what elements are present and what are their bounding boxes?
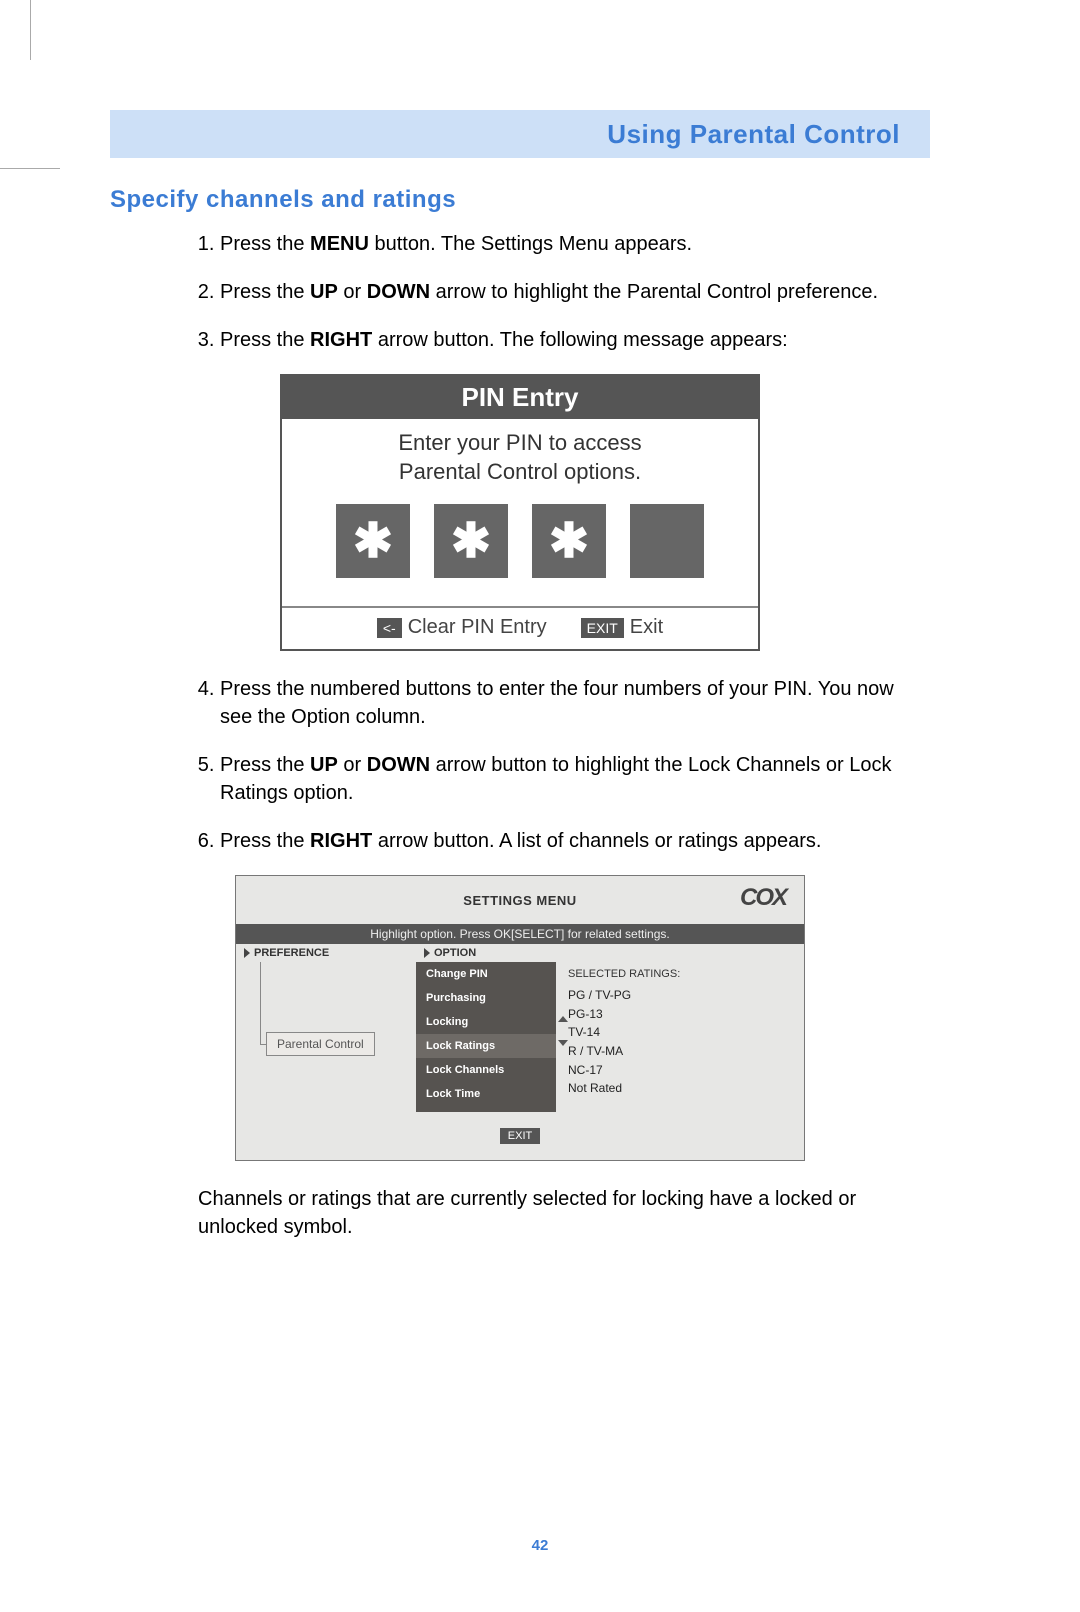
step-6: Press the RIGHT arrow button. A list of … bbox=[220, 827, 930, 855]
option-purchasing[interactable]: Purchasing bbox=[416, 986, 556, 1010]
preference-parental-control[interactable]: Parental Control bbox=[266, 1032, 375, 1056]
pin-entry-dialog: PIN Entry Enter your PIN to access Paren… bbox=[280, 374, 760, 651]
preference-header: PREFERENCE bbox=[254, 947, 329, 959]
pin-footer: <-Clear PIN Entry EXITExit bbox=[282, 606, 758, 649]
settings-menu-screenshot: SETTINGS MENU COX Highlight option. Pres… bbox=[235, 875, 805, 1161]
step-3: Press the RIGHT arrow button. The follow… bbox=[220, 326, 930, 354]
pin-digit-3[interactable]: ✱ bbox=[532, 504, 606, 578]
settings-columns-header: PREFERENCE OPTION bbox=[236, 944, 804, 962]
chapter-title: Using Parental Control bbox=[607, 119, 900, 150]
ratings-column: SELECTED RATINGS: PG / TV-PG PG-13 TV-14… bbox=[556, 962, 804, 1112]
exit-icon: EXIT bbox=[581, 618, 624, 638]
option-column: Change PIN Purchasing Locking Lock Ratin… bbox=[416, 962, 556, 1112]
settings-menu-header: SETTINGS MENU COX bbox=[236, 876, 804, 924]
settings-hint-bar: Highlight option. Press OK[SELECT] for r… bbox=[236, 924, 804, 944]
pin-digit-2[interactable]: ✱ bbox=[434, 504, 508, 578]
page-content: Using Parental Control Specify channels … bbox=[110, 110, 930, 1241]
option-lock-ratings[interactable]: Lock Ratings bbox=[416, 1034, 556, 1058]
arrow-right-icon bbox=[244, 948, 250, 958]
option-lock-time[interactable]: Lock Time bbox=[416, 1082, 556, 1106]
arrow-right-icon bbox=[424, 948, 430, 958]
option-header: OPTION bbox=[434, 947, 476, 959]
scroll-up-icon[interactable] bbox=[558, 1016, 568, 1022]
back-icon: <- bbox=[377, 618, 402, 638]
instruction-list: Press the MENU button. The Settings Menu… bbox=[110, 230, 930, 354]
step-1: Press the MENU button. The Settings Menu… bbox=[220, 230, 930, 258]
option-locking[interactable]: Locking bbox=[416, 1010, 556, 1034]
settings-exit-row: EXIT bbox=[236, 1112, 804, 1160]
selected-ratings-header: SELECTED RATINGS: bbox=[568, 968, 792, 980]
footer-paragraph: Channels or ratings that are currently s… bbox=[110, 1185, 930, 1241]
pin-digit-4[interactable] bbox=[630, 504, 704, 578]
rating-item[interactable]: PG / TV-PG bbox=[568, 986, 792, 1005]
step-5: Press the UP or DOWN arrow button to hig… bbox=[220, 751, 930, 807]
page-number: 42 bbox=[0, 1537, 1080, 1554]
option-lock-channels[interactable]: Lock Channels bbox=[416, 1058, 556, 1082]
rating-item[interactable]: TV-14 bbox=[568, 1023, 792, 1042]
cox-logo: COX bbox=[740, 884, 786, 912]
chapter-header: Using Parental Control bbox=[110, 110, 930, 158]
option-change-pin[interactable]: Change PIN bbox=[416, 962, 556, 986]
pin-digit-row: ✱ ✱ ✱ bbox=[282, 500, 758, 606]
pin-entry-title: PIN Entry bbox=[282, 376, 758, 419]
section-title: Specify channels and ratings bbox=[110, 186, 930, 214]
exit-button[interactable]: EXITExit bbox=[581, 616, 663, 639]
preference-column: Parental Control bbox=[236, 962, 416, 1112]
rating-item[interactable]: R / TV-MA bbox=[568, 1042, 792, 1061]
exit-button[interactable]: EXIT bbox=[500, 1128, 540, 1144]
pin-digit-1[interactable]: ✱ bbox=[336, 504, 410, 578]
settings-body: Parental Control Change PIN Purchasing L… bbox=[236, 962, 804, 1112]
step-2: Press the UP or DOWN arrow to highlight … bbox=[220, 278, 930, 306]
rating-item[interactable]: Not Rated bbox=[568, 1079, 792, 1098]
clear-pin-button[interactable]: <-Clear PIN Entry bbox=[377, 616, 547, 639]
step-4: Press the numbered buttons to enter the … bbox=[220, 675, 930, 731]
pin-entry-message: Enter your PIN to access Parental Contro… bbox=[282, 419, 758, 500]
settings-menu-title: SETTINGS MENU bbox=[463, 893, 576, 908]
scroll-down-icon[interactable] bbox=[558, 1040, 568, 1046]
instruction-list-cont: Press the numbered buttons to enter the … bbox=[110, 675, 930, 855]
rating-item[interactable]: PG-13 bbox=[568, 1005, 792, 1024]
rating-item[interactable]: NC-17 bbox=[568, 1061, 792, 1080]
